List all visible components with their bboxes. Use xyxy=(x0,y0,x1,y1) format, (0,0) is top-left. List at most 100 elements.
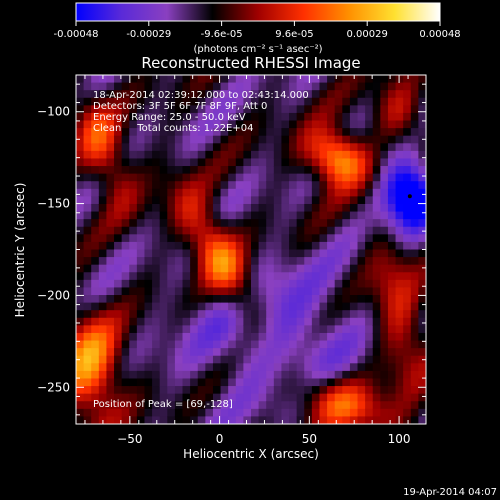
heatmap-cell xyxy=(403,363,412,372)
heatmap-cell xyxy=(403,355,412,364)
heatmap-cell xyxy=(114,173,123,182)
heatmap-cell xyxy=(372,112,381,122)
colorbar-tick-label: -0.00048 xyxy=(54,29,99,40)
heatmap-cell xyxy=(235,166,244,175)
heatmap-cell xyxy=(243,203,252,213)
heatmap-cell xyxy=(304,112,313,122)
heatmap-cell xyxy=(159,416,168,424)
heatmap-cell xyxy=(159,355,168,364)
heatmap-cell xyxy=(410,188,419,197)
heatmap-cell xyxy=(327,90,336,99)
heatmap-cell xyxy=(106,340,115,349)
heatmap-cell xyxy=(273,257,283,266)
heatmap-cell xyxy=(197,226,206,235)
heatmap-cell xyxy=(83,302,92,311)
heatmap-cell xyxy=(258,188,267,197)
heatmap-cell xyxy=(365,279,374,289)
heatmap-cell xyxy=(327,287,336,296)
heatmap-cell xyxy=(365,211,374,220)
heatmap-cell xyxy=(190,188,199,197)
heatmap-cell xyxy=(152,158,161,167)
heatmap-cell xyxy=(220,158,229,167)
heatmap-cell xyxy=(83,370,92,380)
heatmap-cell xyxy=(258,302,267,311)
heatmap-cell xyxy=(349,386,359,395)
heatmap-cell xyxy=(395,355,404,364)
heatmap-cell xyxy=(197,249,206,258)
heatmap-cell xyxy=(129,158,138,167)
heatmap-cell xyxy=(152,332,161,342)
heatmap-cell xyxy=(334,386,343,395)
heatmap-cell xyxy=(197,75,206,84)
heatmap-cell xyxy=(251,128,260,137)
heatmap-cell xyxy=(342,143,351,152)
heatmap-cell xyxy=(349,158,359,167)
heatmap-cell xyxy=(395,302,404,311)
heatmap-cell xyxy=(372,135,381,144)
heatmap-cell xyxy=(349,332,359,342)
heatmap-cell xyxy=(129,340,138,349)
heatmap-cell xyxy=(228,158,237,167)
heatmap-cell xyxy=(83,416,92,424)
heatmap-cell xyxy=(296,173,305,182)
heatmap-cell xyxy=(243,196,252,205)
heatmap-cell xyxy=(114,97,123,106)
heatmap-cell xyxy=(174,112,184,122)
heatmap-cell xyxy=(91,196,100,205)
heatmap-cell xyxy=(251,401,260,410)
heatmap-cell xyxy=(342,264,351,273)
heatmap-cell xyxy=(197,393,206,402)
heatmap-cell xyxy=(289,135,298,144)
heatmap-cell xyxy=(114,348,123,357)
heatmap-cell xyxy=(319,82,328,91)
heatmap-cell xyxy=(403,386,412,395)
heatmap-cell xyxy=(349,317,359,326)
chart-title: Reconstructed RHESSI Image xyxy=(141,54,360,72)
heatmap-cell xyxy=(98,226,108,235)
heatmap-cell xyxy=(273,97,283,106)
heatmap-cell xyxy=(281,128,290,137)
heatmap-cell xyxy=(114,90,123,99)
heatmap-cell xyxy=(395,90,404,99)
heatmap-cell xyxy=(365,173,374,182)
heatmap-cell xyxy=(251,75,260,84)
heatmap-cell xyxy=(273,158,283,167)
heatmap-cell xyxy=(83,325,92,334)
heatmap-cell xyxy=(357,302,366,311)
heatmap-cell xyxy=(235,143,244,152)
heatmap-cell xyxy=(159,112,168,122)
heatmap-cell xyxy=(365,370,374,380)
heatmap-cell xyxy=(365,105,374,114)
heatmap-cell xyxy=(311,75,321,84)
heatmap-cell xyxy=(311,90,321,99)
heatmap-cell xyxy=(266,287,275,296)
heatmap-cell xyxy=(121,203,130,213)
heatmap-cell xyxy=(251,363,260,372)
heatmap-cell xyxy=(174,279,184,289)
heatmap-cell xyxy=(289,279,298,289)
heatmap-cell xyxy=(98,82,108,91)
heatmap-cell xyxy=(410,97,419,106)
heatmap-cell xyxy=(365,219,374,228)
heatmap-cell xyxy=(387,370,397,380)
heatmap-cell xyxy=(152,135,161,144)
heatmap-cell xyxy=(418,401,426,410)
heatmap-cell xyxy=(251,249,260,258)
heatmap-cell xyxy=(258,287,267,296)
heatmap-cell xyxy=(349,196,359,205)
heatmap-cell xyxy=(220,348,229,357)
heatmap-cell xyxy=(190,378,199,387)
heatmap-cell xyxy=(121,173,130,182)
heatmap-cell xyxy=(91,279,100,289)
heatmap-cell xyxy=(159,166,168,175)
heatmap-cell xyxy=(76,166,85,175)
heatmap-cell xyxy=(174,105,184,114)
heatmap-cell xyxy=(159,82,168,91)
heatmap-cell xyxy=(106,181,115,190)
heatmap-cell xyxy=(258,340,267,349)
heatmap-cell xyxy=(228,370,237,380)
heatmap-cell xyxy=(205,226,214,235)
heatmap-cell xyxy=(349,370,359,380)
heatmap-cell xyxy=(251,150,260,160)
heatmap-cell xyxy=(190,393,199,402)
